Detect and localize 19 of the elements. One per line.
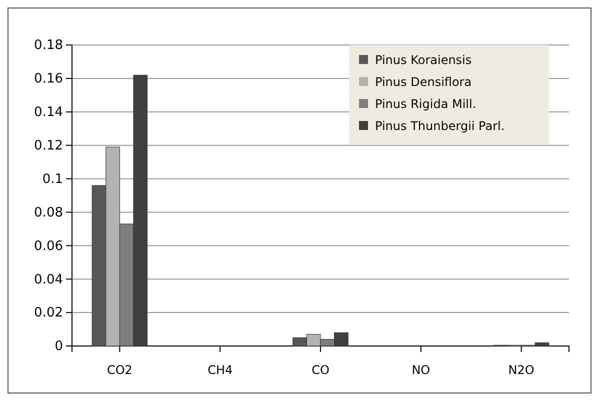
y-tick-label: 0.02 — [34, 306, 63, 321]
y-tick-label: 0.16 — [34, 72, 63, 87]
y-tick-label: 0.12 — [34, 138, 63, 154]
legend-label: Pinus Densiflora — [375, 75, 472, 89]
x-tick-label: N2O — [508, 363, 534, 378]
y-tick-label: 0.08 — [34, 205, 63, 220]
legend-label: Pinus Thunbergii Parl. — [375, 119, 505, 133]
y-tick-label: 0 — [54, 339, 63, 354]
y-tick-label: 0.04 — [34, 272, 63, 288]
x-tick-label: NO — [412, 363, 430, 378]
y-tick-label: 0.18 — [34, 38, 63, 54]
x-tick-label: CH4 — [208, 363, 233, 378]
y-tick-label: 0.06 — [34, 238, 63, 254]
legend-label: Pinus Rigida Mill. — [375, 97, 476, 111]
x-tick-label: CO2 — [106, 363, 132, 378]
y-tick-label: 0.14 — [34, 105, 63, 120]
x-tick-label: CO — [312, 363, 330, 378]
y-tick-label: 0.1 — [42, 172, 63, 187]
legend-label: Pinus Koraiensis — [375, 53, 472, 67]
